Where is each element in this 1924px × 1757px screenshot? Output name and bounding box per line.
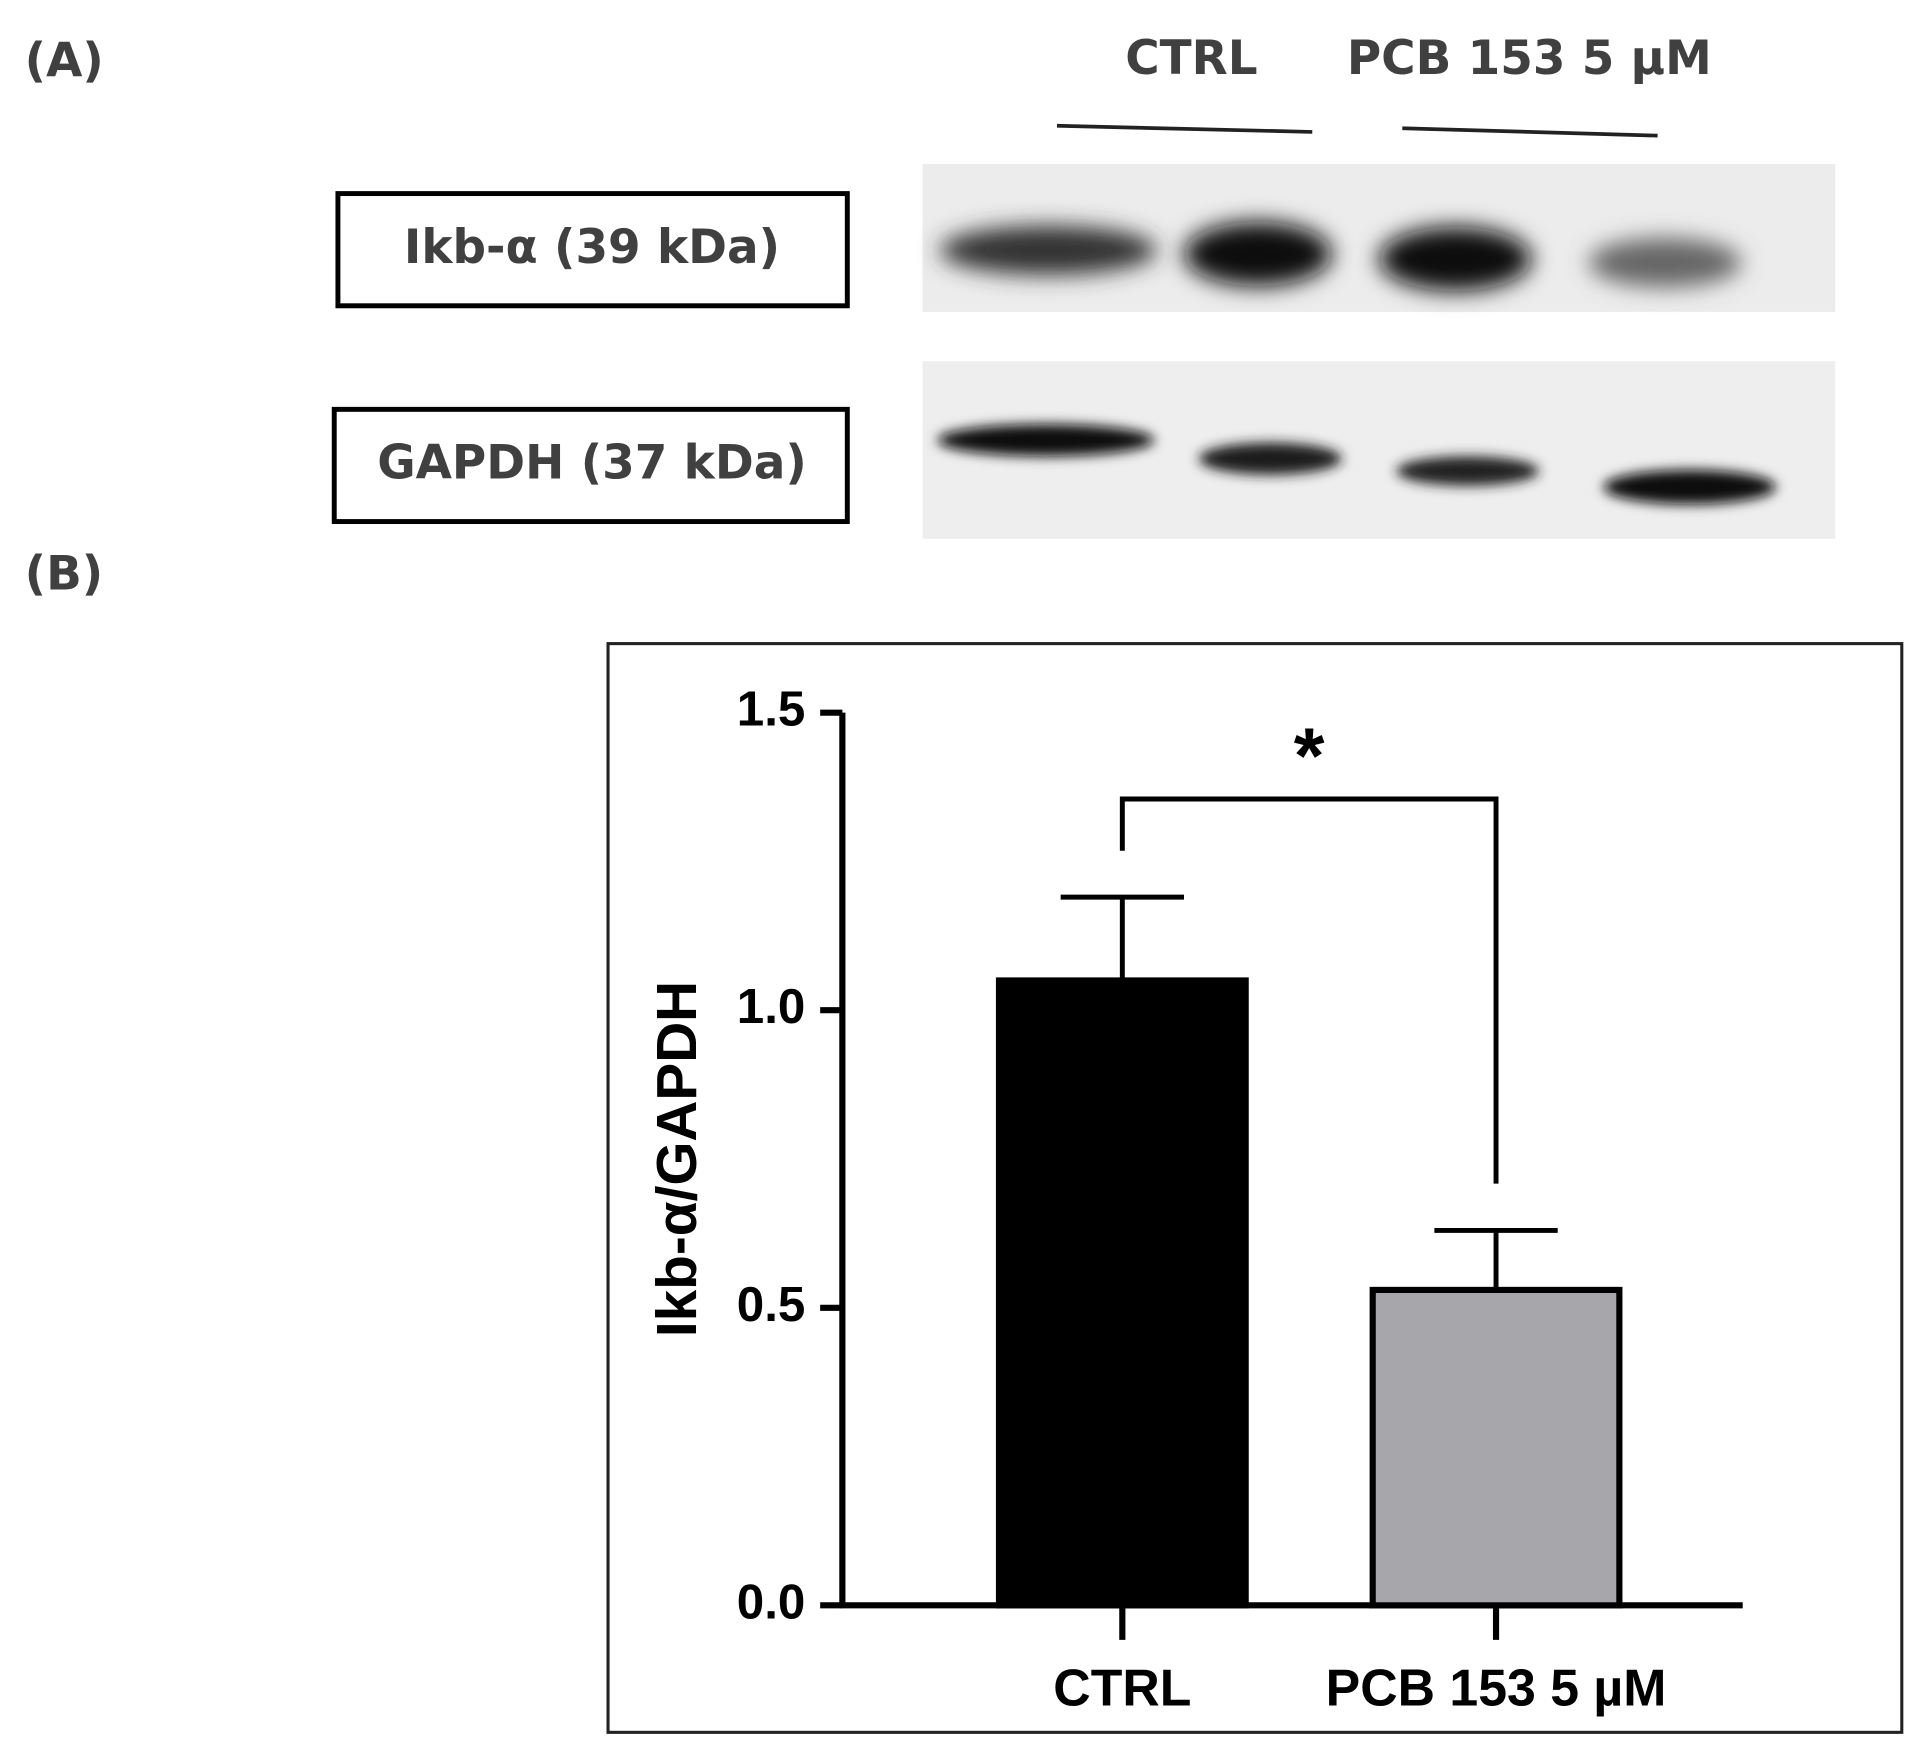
blot-image — [922, 163, 1836, 539]
panel-label: (B) — [25, 548, 104, 602]
x-tick-label: CTRL — [1053, 1658, 1191, 1716]
y-tick-label: 0.5 — [737, 1277, 806, 1332]
blot-label: Ikb-α (39 kDa) — [404, 221, 780, 275]
y-tick-label: 1.5 — [737, 682, 806, 737]
chart: 0.0 0.5 1.0 1.5 Ikb-α/GAPDH CTRL PCB 153 5 µM * — [646, 682, 1743, 1716]
y-tick-label: 0.0 — [737, 1574, 806, 1629]
significance-bracket — [1119, 796, 1499, 1184]
group-line — [1056, 123, 1313, 134]
chart-frame — [606, 642, 1904, 1734]
x-tick-label: PCB 153 5 µM — [1326, 1658, 1667, 1716]
significance-label: * — [1294, 712, 1325, 800]
y-tick-label: 1.0 — [737, 979, 806, 1034]
blot-label-box — [331, 406, 850, 525]
group-label: PCB 153 5 µM — [1347, 32, 1712, 86]
y-axis-label: Ikb-α/GAPDH — [646, 981, 709, 1337]
bar — [995, 977, 1249, 1609]
blot-label: GAPDH (37 kDa) — [377, 437, 807, 491]
bar — [1369, 1286, 1623, 1609]
panel-label: (A) — [25, 35, 104, 89]
group-line — [1402, 126, 1658, 138]
blot-label-box — [335, 191, 850, 309]
group-label: CTRL — [1125, 32, 1257, 86]
